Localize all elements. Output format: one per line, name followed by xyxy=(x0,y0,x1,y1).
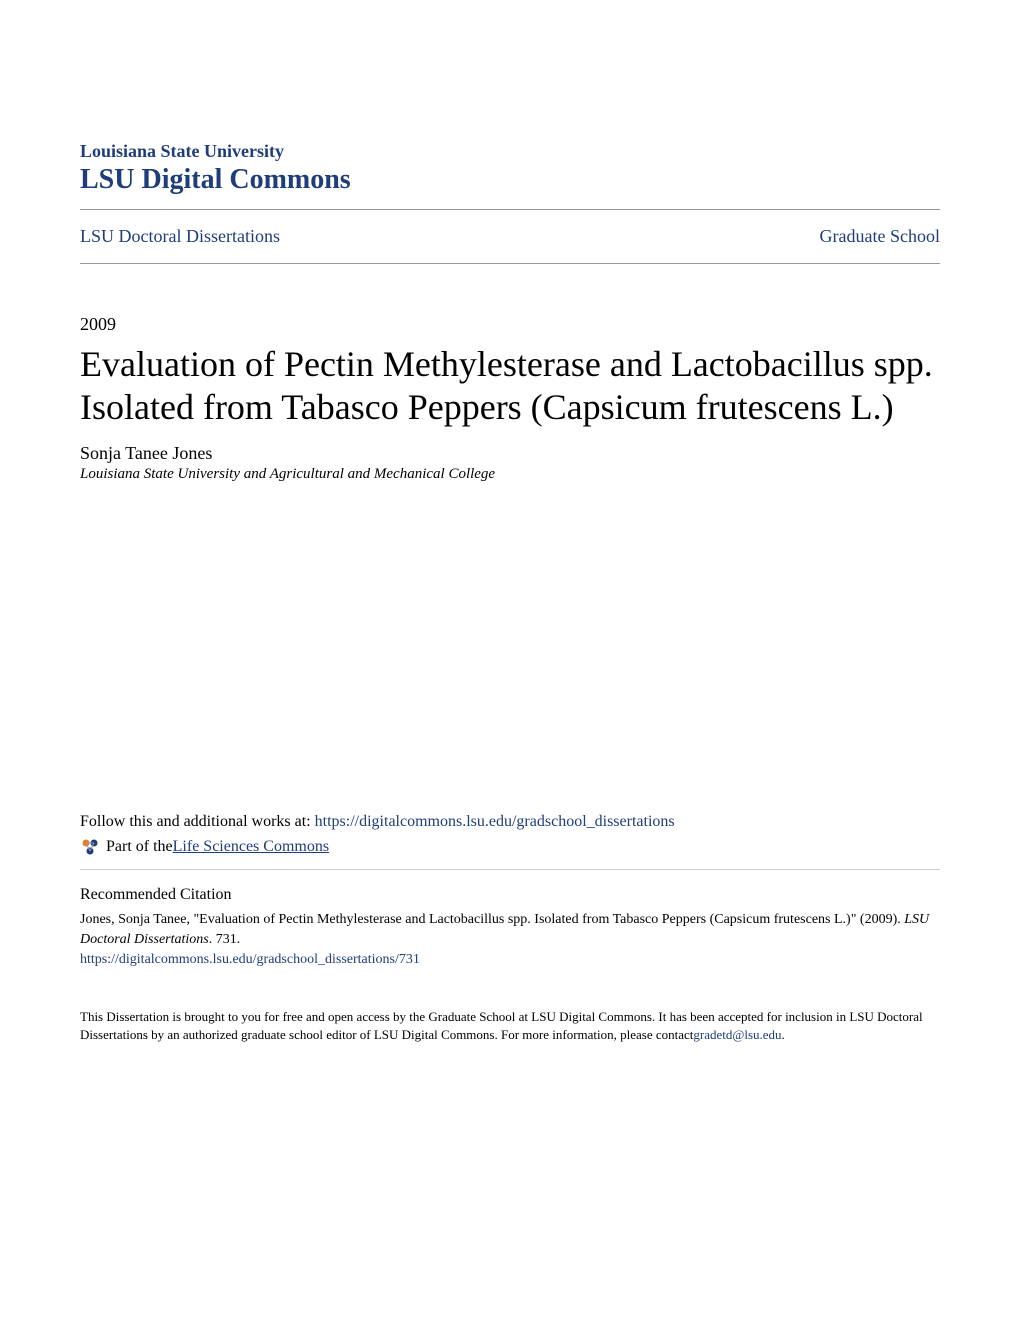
citation-part-1: Jones, Sonja Tanee, "Evaluation of Pecti… xyxy=(80,912,904,927)
follow-section: Follow this and additional works at: htt… xyxy=(80,813,940,857)
subject-link[interactable]: Life Sciences Commons xyxy=(173,838,329,856)
citation-heading: Recommended Citation xyxy=(80,886,940,904)
divider-top xyxy=(80,209,940,210)
citation-url[interactable]: https://digitalcommons.lsu.edu/gradschoo… xyxy=(80,952,940,968)
footer-part-1: This Dissertation is brought to you for … xyxy=(80,1009,923,1042)
repository-name[interactable]: LSU Digital Commons xyxy=(80,163,940,197)
footer-part-2: . xyxy=(782,1027,785,1042)
citation-text: Jones, Sonja Tanee, "Evaluation of Pecti… xyxy=(80,910,940,949)
part-of-prefix: Part of the xyxy=(106,838,173,856)
divider-citation xyxy=(80,869,940,870)
author-name: Sonja Tanee Jones xyxy=(80,443,940,464)
document-title: Evaluation of Pectin Methylesterase and … xyxy=(80,343,940,429)
school-link[interactable]: Graduate School xyxy=(820,226,940,247)
follow-link[interactable]: https://digitalcommons.lsu.edu/gradschoo… xyxy=(315,813,675,830)
publication-year: 2009 xyxy=(80,314,940,335)
divider-nav xyxy=(80,263,940,264)
footer-text: This Dissertation is brought to you for … xyxy=(80,1008,940,1044)
follow-prefix: Follow this and additional works at: xyxy=(80,813,315,830)
citation-part-2: . 731. xyxy=(209,932,241,947)
footer-email[interactable]: gradetd@lsu.edu xyxy=(693,1027,781,1042)
header: Louisiana State University LSU Digital C… xyxy=(80,140,940,197)
citation-section: Recommended Citation Jones, Sonja Tanee,… xyxy=(80,886,940,967)
part-of-row: Part of the Life Sciences Commons xyxy=(80,837,940,857)
institution-name: Louisiana State University xyxy=(80,140,940,163)
network-icon xyxy=(80,837,100,857)
author-affiliation: Louisiana State University and Agricultu… xyxy=(80,466,940,483)
collection-link[interactable]: LSU Doctoral Dissertations xyxy=(80,226,280,247)
follow-line: Follow this and additional works at: htt… xyxy=(80,813,940,831)
breadcrumb-nav: LSU Doctoral Dissertations Graduate Scho… xyxy=(80,222,940,251)
